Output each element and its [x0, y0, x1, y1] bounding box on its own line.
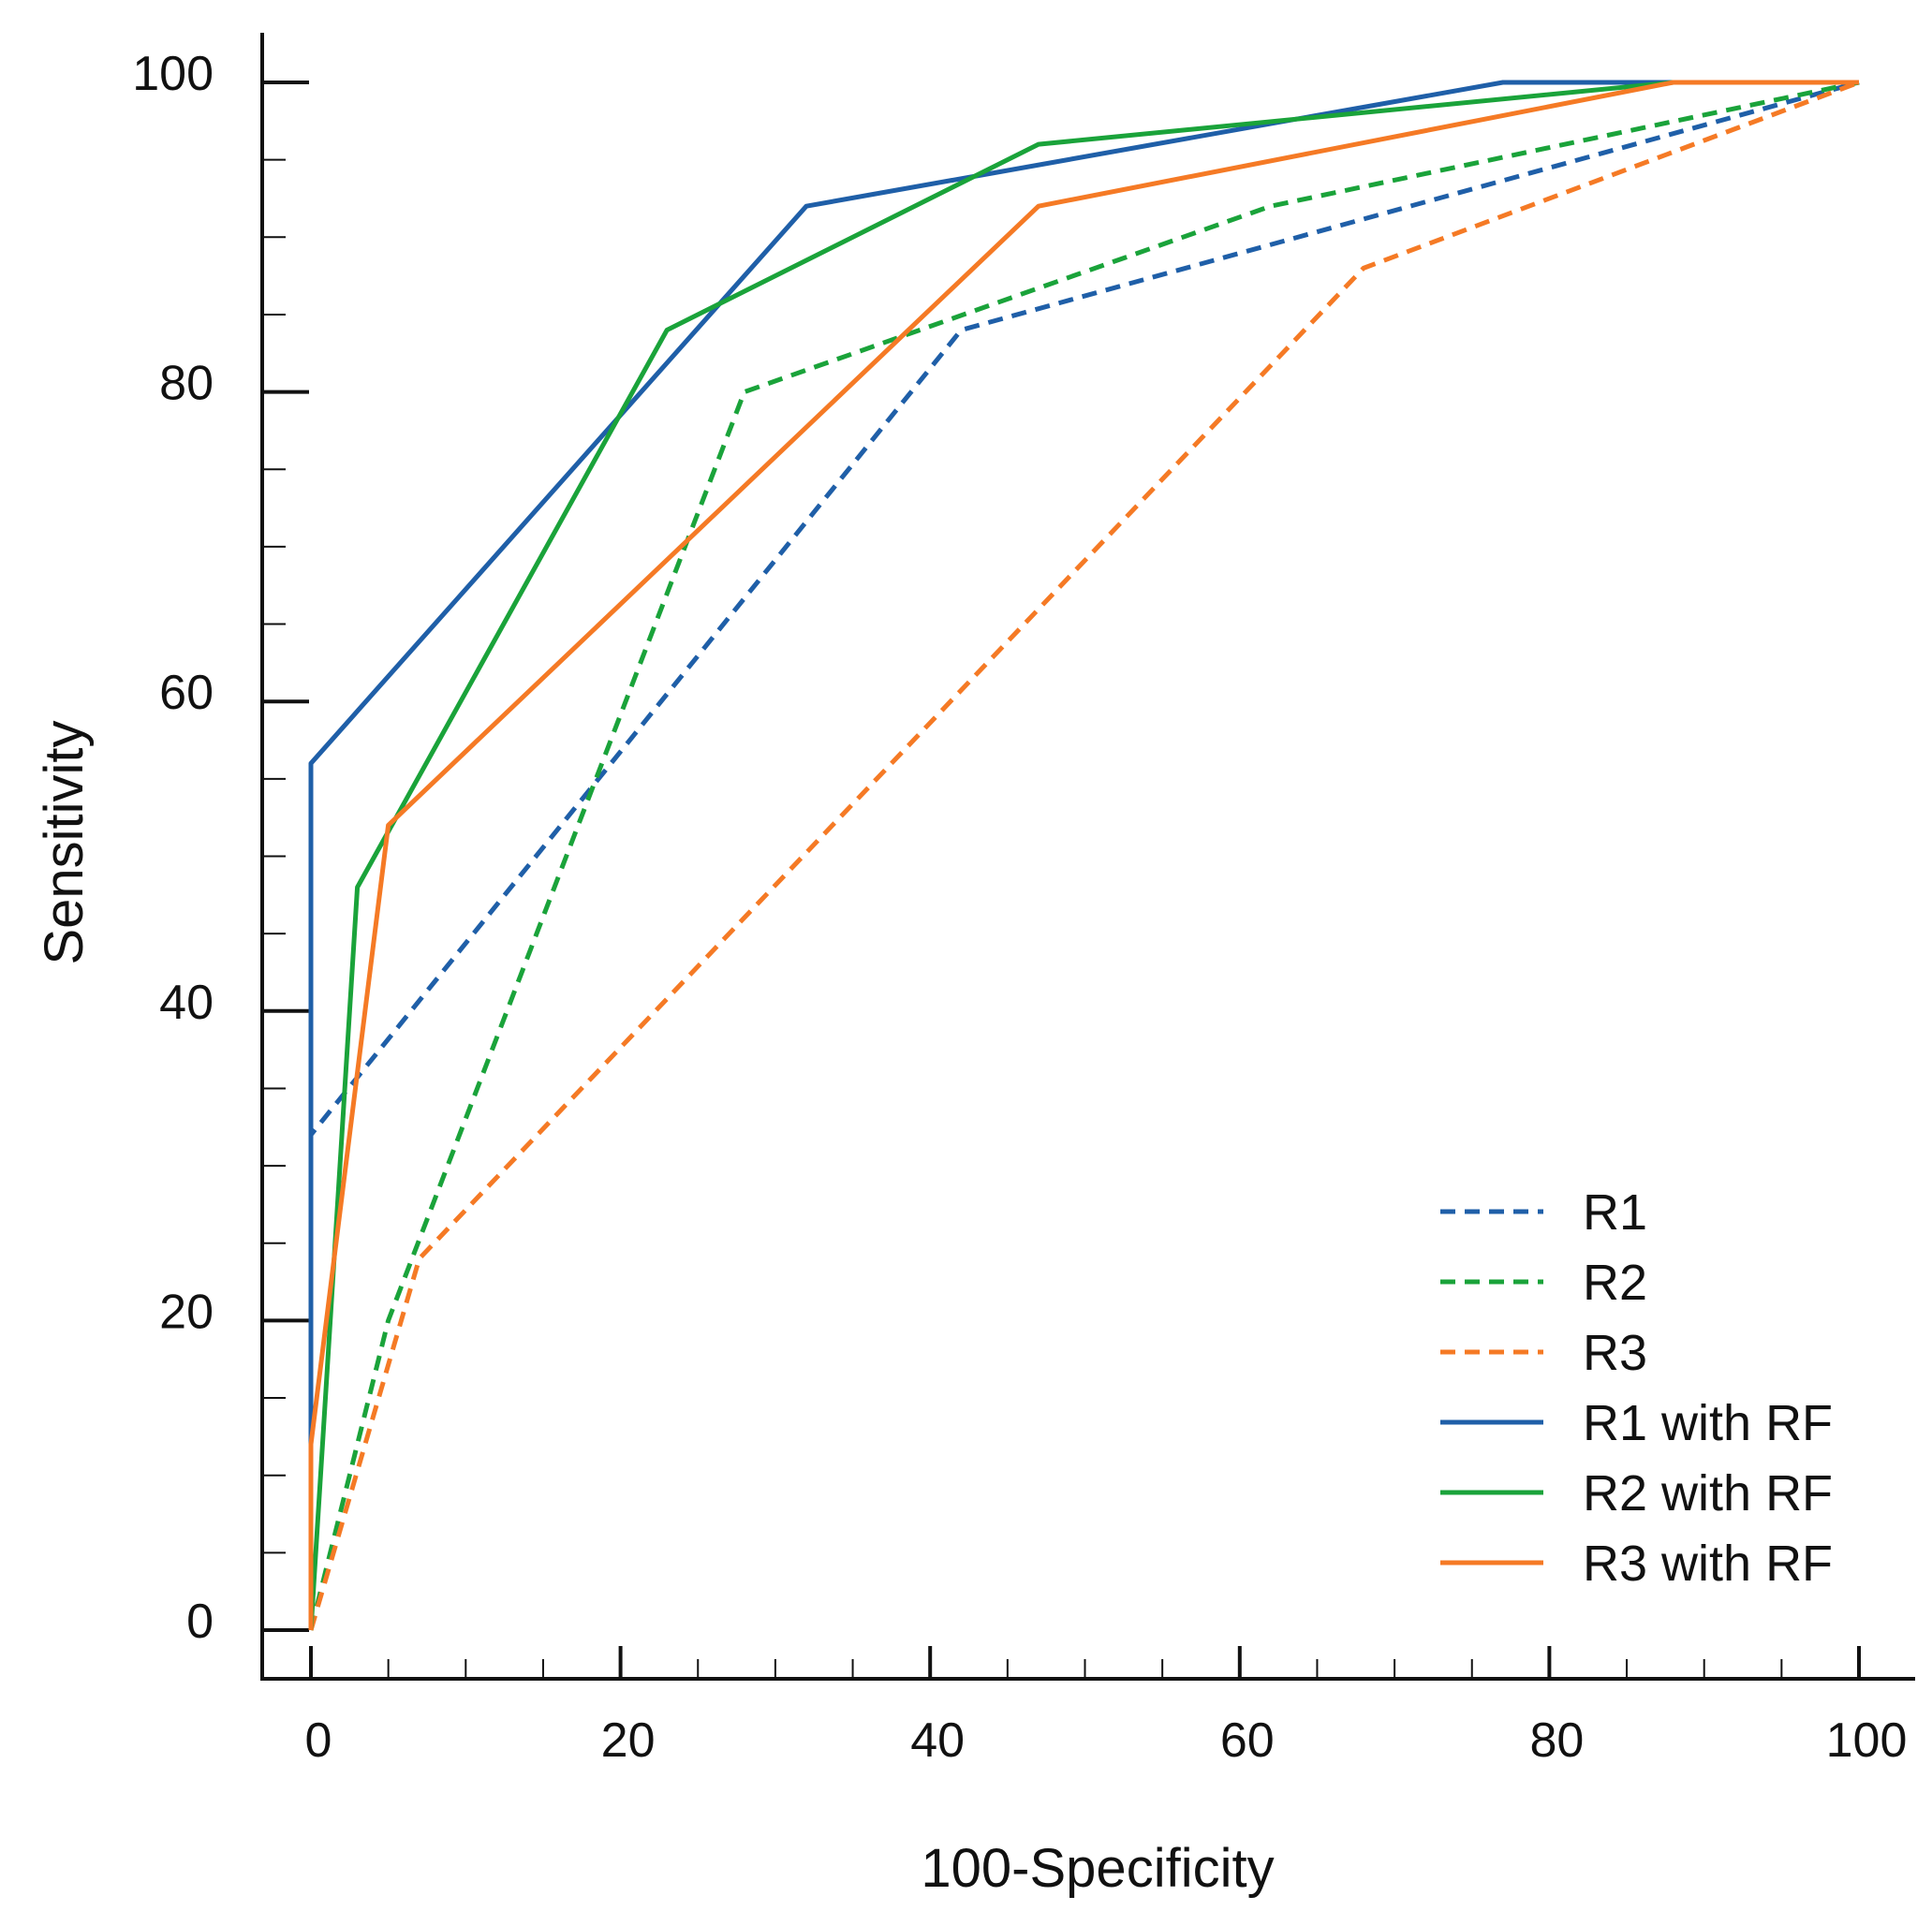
y-tick-label: 40: [159, 976, 214, 1030]
x-tick-label: 20: [601, 1713, 656, 1768]
y-axis-title: Sensitivity: [34, 720, 95, 964]
x-tick-label: 100: [1826, 1713, 1908, 1768]
tick-labels: 0 20 40 60 80 100 0 20 40 60 80 100: [132, 47, 1907, 1768]
legend: R1 R2 R3 R1 with RF R2 with RF R3 with RF: [1440, 1184, 1833, 1592]
y-tick-label: 20: [159, 1285, 214, 1339]
series-line-r1-with-rf: [308, 80, 1859, 1445]
legend-label: R3 with RF: [1583, 1536, 1833, 1592]
series-lines: [308, 80, 1860, 1631]
x-axis-title: 100-Specificity: [921, 1838, 1274, 1899]
legend-label: R1 with RF: [1583, 1395, 1833, 1451]
x-tick-label: 60: [1220, 1713, 1275, 1768]
legend-label: R3: [1583, 1325, 1647, 1381]
series-line-r3-with-rf: [308, 80, 1859, 1630]
x-tick-label: 40: [910, 1713, 965, 1768]
x-tick-label: 0: [305, 1713, 332, 1768]
legend-label: R2: [1583, 1255, 1647, 1311]
y-tick-label: 100: [132, 47, 214, 101]
ticks: [262, 81, 1861, 1679]
series-line-r2: [308, 80, 1860, 1631]
y-tick-label: 0: [186, 1595, 214, 1649]
y-tick-label: 60: [159, 666, 214, 720]
y-tick-label: 80: [159, 357, 214, 411]
x-tick-label: 80: [1529, 1713, 1584, 1768]
legend-label: R2 with RF: [1583, 1465, 1833, 1521]
legend-label: R1: [1583, 1184, 1647, 1241]
